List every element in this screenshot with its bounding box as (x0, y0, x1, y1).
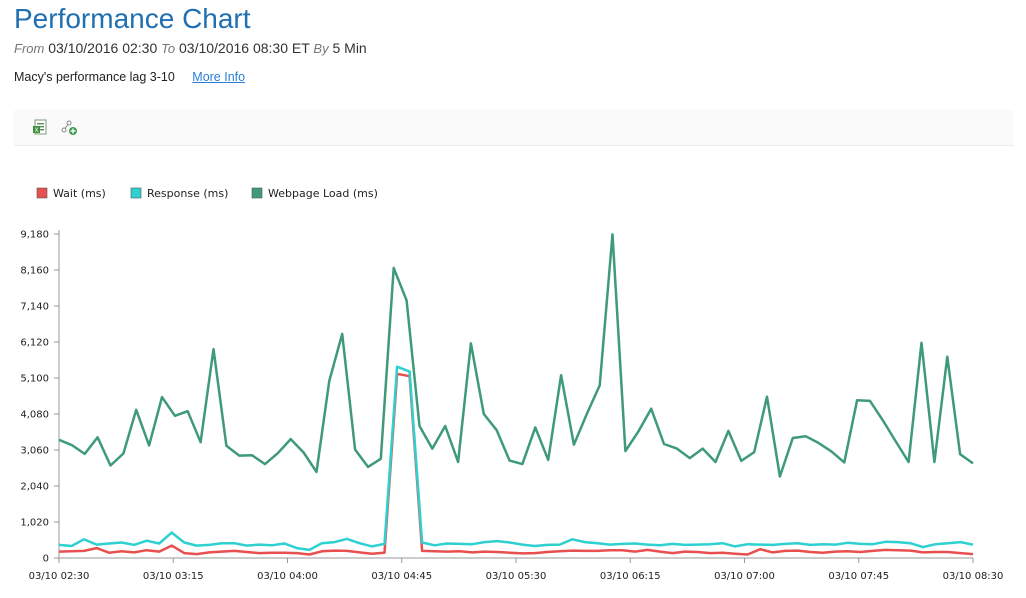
from-value: 03/10/2016 02:30 (48, 40, 158, 56)
from-label: From (14, 41, 45, 56)
more-info-link[interactable]: More Info (192, 70, 246, 84)
x-tick-label: 03/10 04:45 (371, 571, 432, 582)
by-label: By (313, 41, 329, 56)
y-tick-label: 1,020 (20, 518, 49, 529)
y-tick-label: 8,160 (20, 266, 49, 277)
y-tick-label: 4,080 (20, 410, 49, 421)
x-tick-label: 03/10 05:30 (486, 571, 547, 582)
description-text: Macy's performance lag 3-10 (14, 70, 175, 84)
chart-series (58, 233, 974, 556)
x-tick-label: 03/10 07:00 (714, 571, 775, 582)
series-line-wait-ms[interactable] (58, 372, 974, 556)
add-chart-node-icon[interactable] (60, 118, 78, 136)
legend-swatch (251, 187, 263, 199)
chart-toolbar: X (14, 110, 1014, 146)
y-tick-label: 7,140 (20, 302, 49, 313)
y-tick-label: 5,100 (20, 374, 49, 385)
series-line-webpage-load-ms[interactable] (58, 233, 974, 478)
legend-label[interactable]: Wait (ms) (53, 187, 106, 200)
to-value: 03/10/2016 08:30 ET (179, 40, 310, 56)
chart-legend: Wait (ms) Response (ms) Webpage Load (ms) (36, 187, 378, 200)
page-title: Performance Chart (14, 3, 251, 34)
x-tick-label: 03/10 04:00 (257, 571, 318, 582)
export-spreadsheet-icon[interactable]: X (32, 118, 50, 136)
description-line: Macy's performance lag 3-10 More Info (14, 70, 245, 84)
y-tick-label: 2,040 (20, 482, 49, 493)
chart-axes: 0 1,020 2,040 3,060 4,080 5,100 6,120 7,140 8,16… (20, 230, 1003, 583)
date-range: From 03/10/2016 02:30 To 03/10/2016 08:3… (14, 40, 367, 56)
y-tick-label: 9,180 (20, 230, 49, 241)
y-tick-label: 3,060 (20, 446, 49, 457)
to-label: To (161, 41, 176, 56)
legend-label[interactable]: Webpage Load (ms) (268, 187, 378, 200)
y-tick-label: 6,120 (20, 338, 49, 349)
legend-swatch (36, 187, 48, 199)
series-line-response-ms[interactable] (58, 365, 974, 552)
x-tick-label: 03/10 08:30 (943, 571, 1004, 582)
legend-label[interactable]: Response (ms) (147, 187, 228, 200)
x-tick-label: 03/10 03:15 (143, 571, 204, 582)
x-tick-label: 03/10 07:45 (828, 571, 889, 582)
svg-text:X: X (35, 127, 39, 134)
x-tick-label: 03/10 06:15 (600, 571, 661, 582)
x-tick-label: 03/10 02:30 (29, 571, 90, 582)
legend-swatch (130, 187, 142, 199)
by-value: 5 Min (332, 40, 367, 56)
y-tick-label: 0 (43, 554, 49, 565)
